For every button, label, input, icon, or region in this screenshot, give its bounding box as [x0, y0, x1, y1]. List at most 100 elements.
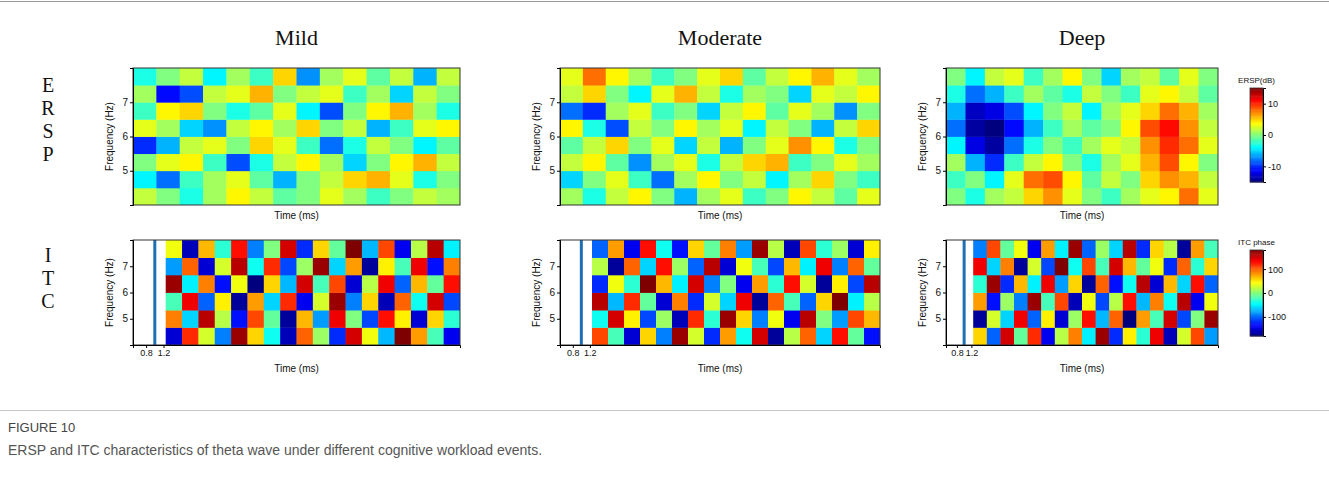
- heatmap-cell: [766, 154, 789, 172]
- heatmap-cell: [231, 240, 248, 258]
- heatmap-cell: [226, 171, 250, 189]
- y-tick-mark: [943, 293, 946, 294]
- heatmap-cell: [329, 310, 346, 328]
- heatmap-cell: [1164, 258, 1178, 276]
- heatmap-cell: [697, 188, 720, 205]
- column-title: Deep: [1059, 25, 1105, 50]
- heatmap-cell: [1004, 102, 1024, 120]
- heatmap-cell: [198, 258, 215, 276]
- colorbar-tick-label: 10: [1268, 99, 1278, 109]
- y-tick-mark: [943, 266, 946, 267]
- heatmap-cell: [1121, 85, 1141, 103]
- heatmap-cell: [1160, 102, 1180, 120]
- heatmap-cell: [166, 240, 183, 258]
- heatmap-cell: [624, 258, 640, 276]
- heatmap-cell: [313, 240, 330, 258]
- heatmap-cell: [215, 327, 232, 345]
- heatmap-cell: [743, 188, 766, 205]
- heatmap-cell: [180, 137, 204, 155]
- heatmap-cell: [320, 137, 344, 155]
- heatmap-cell: [946, 154, 966, 172]
- heatmap-cell: [395, 327, 412, 345]
- heatmap-cell: [784, 310, 800, 328]
- heatmap-cell: [946, 68, 966, 86]
- heatmap-cell: [1004, 154, 1024, 172]
- heatmap-cell: [264, 275, 281, 293]
- heatmap-cell: [156, 68, 180, 86]
- heatmap-cell: [437, 85, 460, 103]
- panel: Moderate567Time (ms)Frequency (Hz): [531, 25, 880, 221]
- heatmap-cell: [651, 154, 674, 172]
- heatmap-cell: [444, 293, 460, 311]
- heatmap-cell: [1123, 293, 1137, 311]
- heatmap-cell: [378, 327, 395, 345]
- plot-background: [946, 240, 1218, 345]
- heatmap-cell: [156, 171, 180, 189]
- heatmap-cell: [965, 68, 985, 86]
- heatmap-cell: [608, 258, 624, 276]
- heatmap-cell: [1096, 275, 1110, 293]
- heatmap-cell: [688, 240, 704, 258]
- heatmap-cell: [437, 171, 460, 189]
- heatmap-cell: [857, 171, 880, 189]
- heatmap-cell: [1043, 119, 1063, 137]
- heatmap-cell: [378, 275, 395, 293]
- heatmap-cell: [1028, 275, 1042, 293]
- heatmap-cell: [720, 171, 743, 189]
- heatmap-cell: [1136, 293, 1150, 311]
- heatmap-cell: [1121, 188, 1141, 205]
- heatmap-cell: [987, 293, 1001, 311]
- heatmap-cell: [1121, 171, 1141, 189]
- y-tick-label: 6: [122, 287, 128, 298]
- heatmap-cell: [1014, 293, 1028, 311]
- heatmap-cell: [198, 293, 215, 311]
- heatmap-cell: [752, 275, 768, 293]
- heatmap-cell: [674, 137, 697, 155]
- heatmap-cell: [811, 85, 834, 103]
- heatmap-cell: [987, 258, 1001, 276]
- heatmap-cell: [720, 154, 743, 172]
- heatmap-cell: [247, 310, 264, 328]
- heatmap-cell: [784, 240, 800, 258]
- heatmap-cell: [411, 275, 428, 293]
- heatmap-cell: [1140, 188, 1160, 205]
- heatmap-cell: [1004, 85, 1024, 103]
- colorbar: 100-10ERSP(dB): [1238, 76, 1281, 183]
- heatmap-cell: [1160, 171, 1180, 189]
- heatmap-cell: [1055, 275, 1069, 293]
- heatmap-cell: [1082, 68, 1102, 86]
- colorbar: 1000-100ITC phase: [1238, 238, 1286, 337]
- heatmap-cell: [606, 188, 629, 205]
- heatmap-cell: [697, 102, 720, 120]
- heatmap-cell: [1101, 68, 1121, 86]
- heatmap-cell: [250, 188, 274, 205]
- heatmap-cell: [313, 258, 330, 276]
- plot-frame: [560, 68, 880, 205]
- heatmap-cell: [743, 119, 766, 137]
- heatmap-cell: [133, 154, 157, 172]
- heatmap-cell: [198, 327, 215, 345]
- heatmap-cell: [1123, 258, 1137, 276]
- heatmap-cell: [1109, 293, 1123, 311]
- heatmap-cell: [444, 310, 460, 328]
- y-tick-mark: [557, 102, 560, 103]
- heatmap-cell: [1160, 154, 1180, 172]
- heatmap-cell: [816, 275, 832, 293]
- heatmap-cell: [1055, 293, 1069, 311]
- colorbar-axis: 100-10: [1263, 89, 1281, 183]
- heatmap-cell: [1028, 327, 1042, 345]
- heatmap-cell: [273, 68, 297, 86]
- heatmap-cell: [1024, 188, 1044, 205]
- heatmap-cell: [203, 102, 227, 120]
- heatmap-cell: [1101, 188, 1121, 205]
- heatmap-cell: [231, 310, 248, 328]
- heatmap-cell: [1177, 310, 1191, 328]
- heatmap-cell: [1150, 293, 1164, 311]
- heatmap-cell: [560, 137, 583, 155]
- heatmap-cell: [264, 310, 281, 328]
- heatmap-cell: [156, 119, 180, 137]
- heatmap-cell: [215, 275, 232, 293]
- heatmap-cell: [413, 85, 437, 103]
- y-axis: 567: [935, 69, 946, 206]
- heatmap-cell: [343, 154, 367, 172]
